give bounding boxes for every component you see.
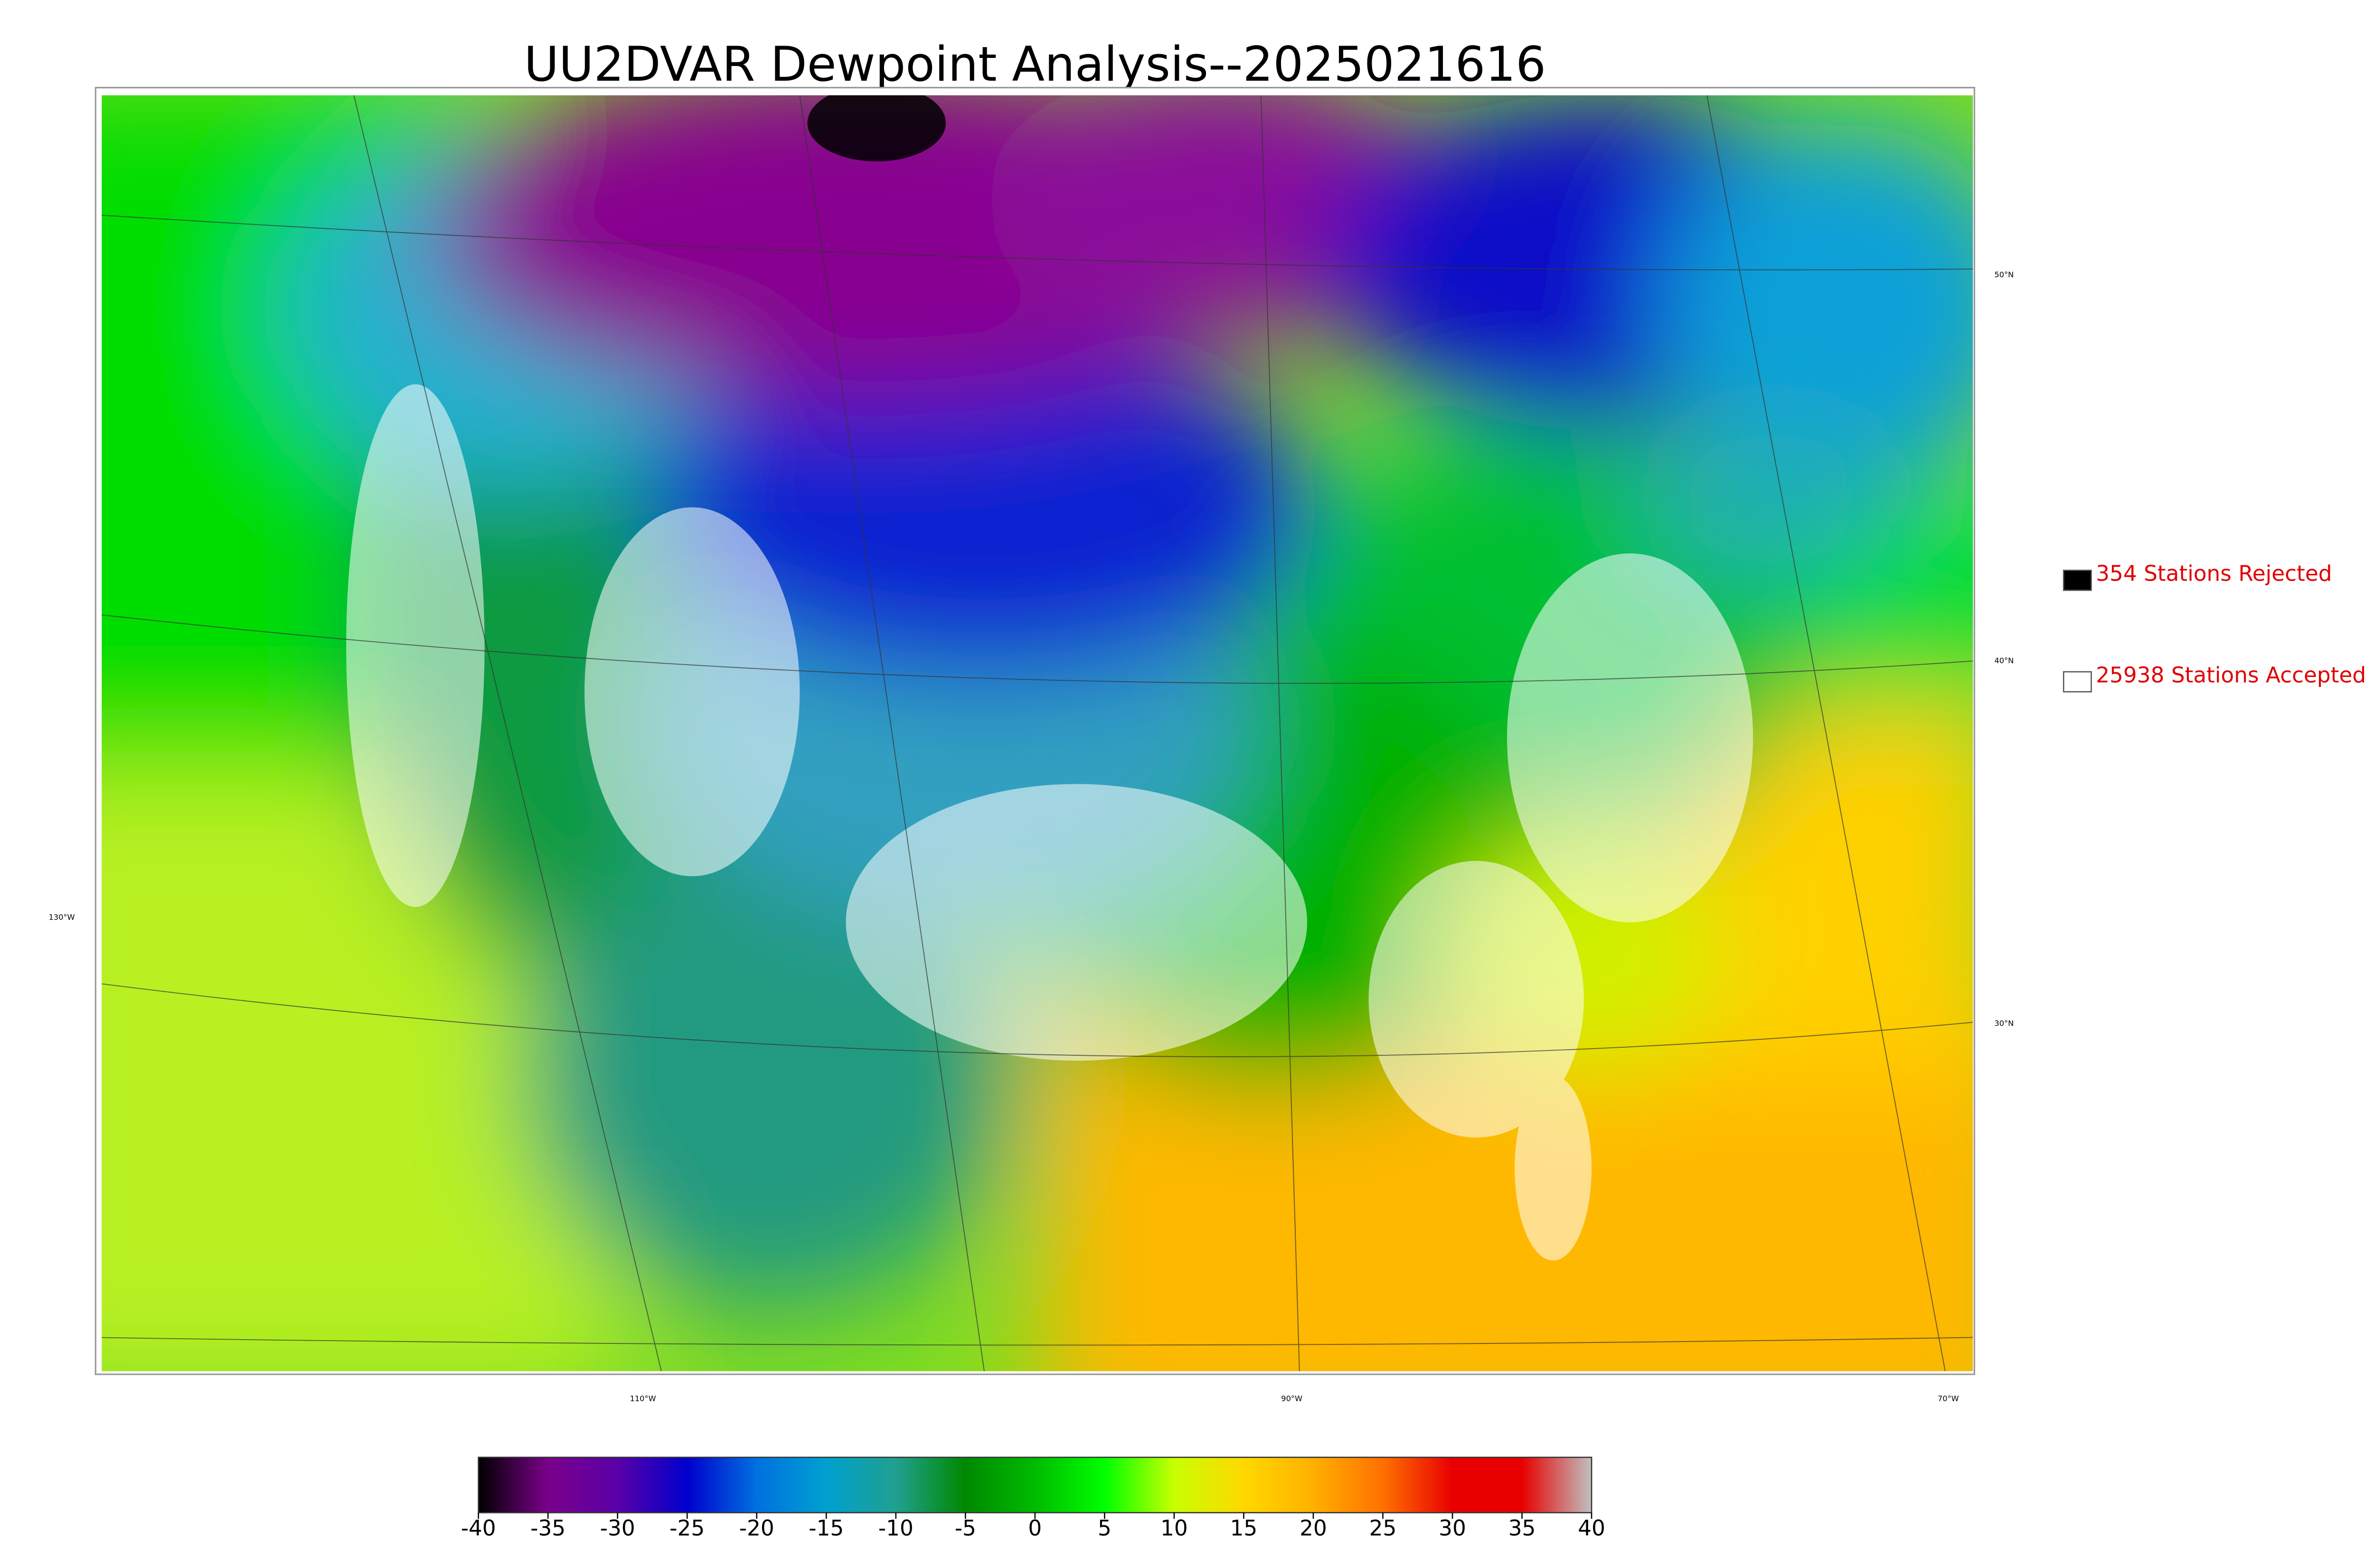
colorbar-tick-label: -40 <box>461 1516 496 1541</box>
colorbar-tick-label: -25 <box>669 1516 705 1541</box>
colorbar-tick-label: -15 <box>809 1516 844 1541</box>
colorbar-tick-label: 30 <box>1439 1516 1466 1541</box>
latitude-label: 30°N <box>1995 1019 2014 1028</box>
colorbar-tick-label: 0 <box>1028 1516 1042 1541</box>
colorbar-tick-label: 40 <box>1578 1516 1605 1541</box>
colorbar-tick-label: -20 <box>739 1516 774 1541</box>
colorbar-tick-label: 35 <box>1508 1516 1536 1541</box>
colorbar-tick-label: 10 <box>1160 1516 1188 1541</box>
dewpoint-field <box>102 95 1973 1371</box>
colorbar-tick-label: 25 <box>1369 1516 1397 1541</box>
latitude-label: 40°N <box>1995 656 2014 665</box>
colorbar-tick-label: -5 <box>955 1516 976 1541</box>
legend-label: 25938 Stations Accepted <box>2096 662 2366 687</box>
colorbar-tick-label: 5 <box>1098 1516 1112 1541</box>
colorbar-tick-label: 15 <box>1230 1516 1258 1541</box>
colorbar-tick-label: -10 <box>878 1516 914 1541</box>
colorbar <box>478 1456 1592 1513</box>
colorbar-tick-label: 20 <box>1300 1516 1327 1541</box>
longitude-label: 110°W <box>630 1394 656 1403</box>
longitude-label: 90°W <box>1281 1394 1302 1403</box>
longitude-label: 130°W <box>49 913 75 922</box>
legend-swatch <box>2063 570 2092 591</box>
longitude-label: 70°W <box>1938 1394 1959 1403</box>
latitude-label: 50°N <box>1995 270 2014 279</box>
colorbar-tick-label: -35 <box>530 1516 565 1541</box>
map-title: UU2DVAR Dewpoint Analysis--2025021616 <box>524 37 1546 92</box>
colorbar-tick-label: -30 <box>600 1516 635 1541</box>
legend-swatch <box>2063 671 2092 693</box>
legend-label: 354 Stations Rejected <box>2096 561 2332 586</box>
